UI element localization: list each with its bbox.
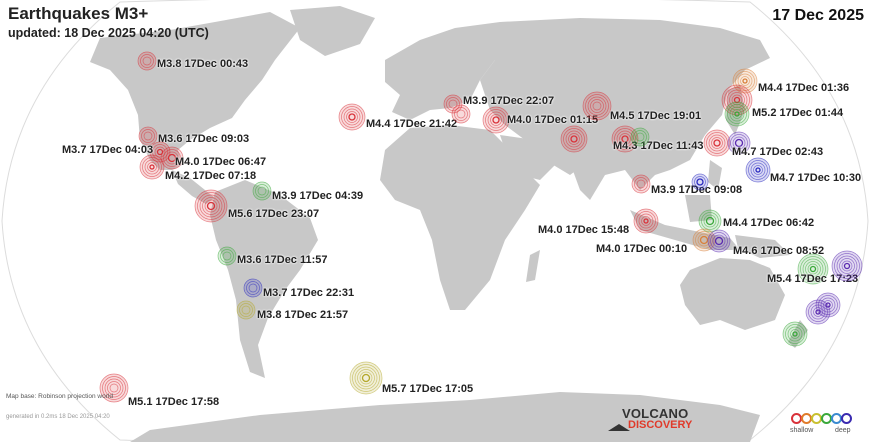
earthquake-marker[interactable] (707, 229, 731, 253)
earthquake-label[interactable]: M4.0 17Dec 01:15 (507, 114, 599, 126)
earthquake-label[interactable]: M4.7 17Dec 02:43 (732, 146, 824, 158)
earthquake-label[interactable]: M4.0 17Dec 06:47 (175, 156, 267, 168)
earthquake-label[interactable]: M4.3 17Dec 11:43 (613, 140, 704, 152)
earthquake-marker[interactable] (451, 104, 471, 124)
depth-color-scale (791, 413, 852, 425)
land-south-america (210, 180, 318, 378)
land-north-america (90, 12, 300, 170)
earthquake-label[interactable]: M4.2 17Dec 07:18 (165, 170, 257, 182)
earthquake-label[interactable]: M3.6 17Dec 11:57 (237, 254, 328, 266)
land-new-guinea (735, 235, 790, 258)
volcano-discovery-logo[interactable]: VOLCANO DISCOVERY (608, 406, 718, 440)
legend-color-swatch (841, 413, 852, 424)
land-asia (480, 18, 770, 190)
earthquake-marker[interactable] (160, 146, 184, 170)
earthquake-marker[interactable] (99, 373, 129, 403)
land-australia (680, 258, 785, 330)
earthquake-marker[interactable] (805, 299, 831, 325)
earthquake-label[interactable]: M3.9 17Dec 09:08 (651, 184, 743, 196)
map-base-credit: Map base: Robinson projection world (6, 393, 113, 400)
earthquake-label[interactable]: M4.6 17Dec 08:52 (733, 245, 825, 257)
earthquake-marker[interactable] (138, 126, 158, 146)
legend-shallow-label: shallow (790, 427, 814, 434)
earthquake-label[interactable]: M5.4 17Dec 17:23 (767, 273, 859, 285)
map-title: Earthquakes M3+ (8, 4, 149, 23)
earthquake-marker[interactable] (243, 278, 263, 298)
land-africa (380, 125, 540, 310)
earthquake-marker[interactable] (139, 154, 165, 180)
land-arabia (500, 135, 555, 180)
earthquake-marker[interactable] (745, 157, 771, 183)
earthquake-marker[interactable] (698, 209, 722, 233)
land-borneo-philippines (685, 160, 722, 222)
generated-timestamp: generated in 0.2ms 18 Dec 2025 04:20 (6, 414, 110, 420)
earthquake-label[interactable]: M3.8 17Dec 21:57 (257, 309, 349, 321)
earthquake-label[interactable]: M5.6 17Dec 23:07 (228, 208, 320, 220)
earthquake-label[interactable]: M5.1 17Dec 17:58 (128, 396, 220, 408)
earthquake-marker[interactable] (236, 300, 256, 320)
earthquake-label[interactable]: M3.6 17Dec 09:03 (158, 133, 250, 145)
earthquake-label[interactable]: M4.4 17Dec 21:42 (366, 118, 458, 130)
earthquake-marker[interactable] (630, 127, 650, 147)
earthquake-marker[interactable] (782, 321, 808, 347)
logo-line2: DISCOVERY (628, 419, 693, 431)
updated-timestamp: updated: 18 Dec 2025 04:20 (UTC) (8, 26, 209, 40)
earthquake-marker[interactable] (338, 103, 366, 131)
depth-legend: shallow deep (788, 413, 858, 441)
land-europe (385, 22, 510, 120)
legend-deep-label: deep (835, 427, 851, 434)
earthquake-marker[interactable] (732, 68, 758, 94)
earthquake-marker[interactable] (831, 250, 863, 282)
earthquake-marker[interactable] (349, 361, 383, 395)
land-masses (90, 6, 808, 442)
logo-line1: VOLCANO (622, 406, 689, 421)
earthquake-label[interactable]: M4.5 17Dec 19:01 (610, 110, 702, 122)
earthquake-marker[interactable] (703, 129, 731, 157)
earthquake-marker[interactable] (194, 189, 228, 223)
earthquake-label[interactable]: M3.9 17Dec 22:07 (463, 95, 555, 107)
earthquake-marker[interactable] (691, 173, 709, 191)
map-date: 17 Dec 2025 (772, 7, 864, 24)
land-central-america (172, 170, 215, 204)
earthquake-label[interactable]: M3.8 17Dec 00:43 (157, 58, 249, 70)
earthquake-marker[interactable] (252, 181, 272, 201)
earthquake-label[interactable]: M5.2 17Dec 01:44 (752, 107, 844, 119)
earthquake-marker[interactable] (797, 253, 829, 285)
earthquake-marker[interactable] (560, 125, 588, 153)
earthquake-marker[interactable] (217, 246, 237, 266)
land-madagascar (526, 250, 540, 282)
earthquake-marker[interactable] (727, 131, 751, 155)
earthquake-marker[interactable] (633, 208, 659, 234)
earthquake-label[interactable]: M4.7 17Dec 10:30 (770, 172, 862, 184)
earthquake-label[interactable]: M4.4 17Dec 01:36 (758, 82, 850, 94)
land-india (570, 150, 608, 200)
earthquake-label[interactable]: M5.7 17Dec 17:05 (382, 383, 474, 395)
earthquake-marker[interactable] (724, 101, 750, 127)
volcano-icon (608, 424, 630, 431)
earthquake-marker[interactable] (611, 125, 639, 153)
earthquake-label[interactable]: M4.0 17Dec 00:10 (596, 243, 688, 255)
earthquake-marker[interactable] (482, 106, 510, 134)
earthquake-label[interactable]: M4.4 17Dec 06:42 (723, 217, 815, 229)
land-greenland (290, 6, 375, 56)
earthquake-marker[interactable] (631, 174, 651, 194)
earthquake-marker[interactable] (721, 84, 753, 116)
earthquake-label[interactable]: M3.7 17Dec 04:03 (62, 144, 154, 156)
earthquake-label[interactable]: M4.0 17Dec 15:48 (538, 224, 630, 236)
earthquake-marker[interactable] (137, 51, 157, 71)
earthquake-marker[interactable] (582, 91, 612, 121)
earthquake-label[interactable]: M3.9 17Dec 04:39 (272, 190, 364, 202)
land-antarctica (130, 392, 760, 442)
earthquake-label[interactable]: M3.7 17Dec 22:31 (263, 287, 355, 299)
